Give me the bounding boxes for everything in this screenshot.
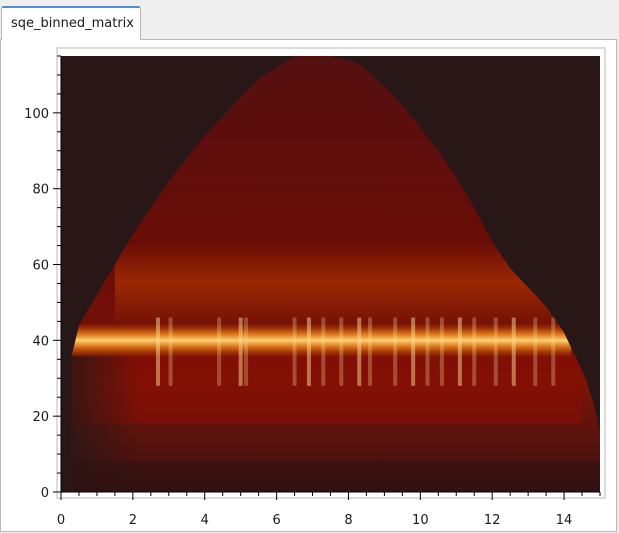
intensity-streak [533,317,538,386]
intensity-streak [292,317,297,386]
x-tick-label: 0 [57,513,65,528]
y-tick-label: 20 [32,410,49,425]
intensity-streak [411,317,416,386]
heatmap-area [61,56,600,492]
y-tick-label: 0 [41,486,49,501]
axes: 0 20 40 60 80 100 0 2 4 6 8 10 12 14 [24,55,601,528]
intensity-streak [551,317,556,386]
intensity-streak [393,317,398,386]
intensity-streak [511,317,516,386]
lower-intensity [71,355,583,424]
intensity-streak [168,317,173,386]
y-tick-label: 80 [32,183,49,198]
x-tick-label: 4 [201,513,209,528]
intensity-streak [425,317,430,386]
bright-band [71,323,572,358]
intensity-streak [368,317,373,386]
y-tick-label: 100 [24,107,49,122]
y-tick-label: 60 [32,259,49,274]
intensity-streak [357,317,362,386]
intensity-streak [321,317,326,386]
bottom-fade [71,461,600,492]
intensity-streak [457,317,462,386]
intensity-streak [493,317,498,386]
intensity-streak [217,317,222,386]
intensity-streak [156,317,161,386]
x-tick-label: 10 [412,513,429,528]
intensity-streak [306,317,311,386]
mid-glow [114,241,575,326]
intensity-streak [244,317,249,386]
x-tick-label: 8 [344,513,352,528]
tab-label: sqe_binned_matrix [11,16,134,31]
x-tick-label: 12 [484,513,501,528]
intensity-streak [472,317,477,386]
x-tick-label: 2 [129,513,137,528]
x-tick-label: 6 [272,513,280,528]
x-tick-label: 14 [556,513,573,528]
y-tick-label: 40 [32,334,49,349]
intensity-streak [439,317,444,386]
intensity-streak [238,317,243,386]
tab-sqe-binned-matrix[interactable]: sqe_binned_matrix [1,6,141,40]
intensity-streak [339,317,344,386]
